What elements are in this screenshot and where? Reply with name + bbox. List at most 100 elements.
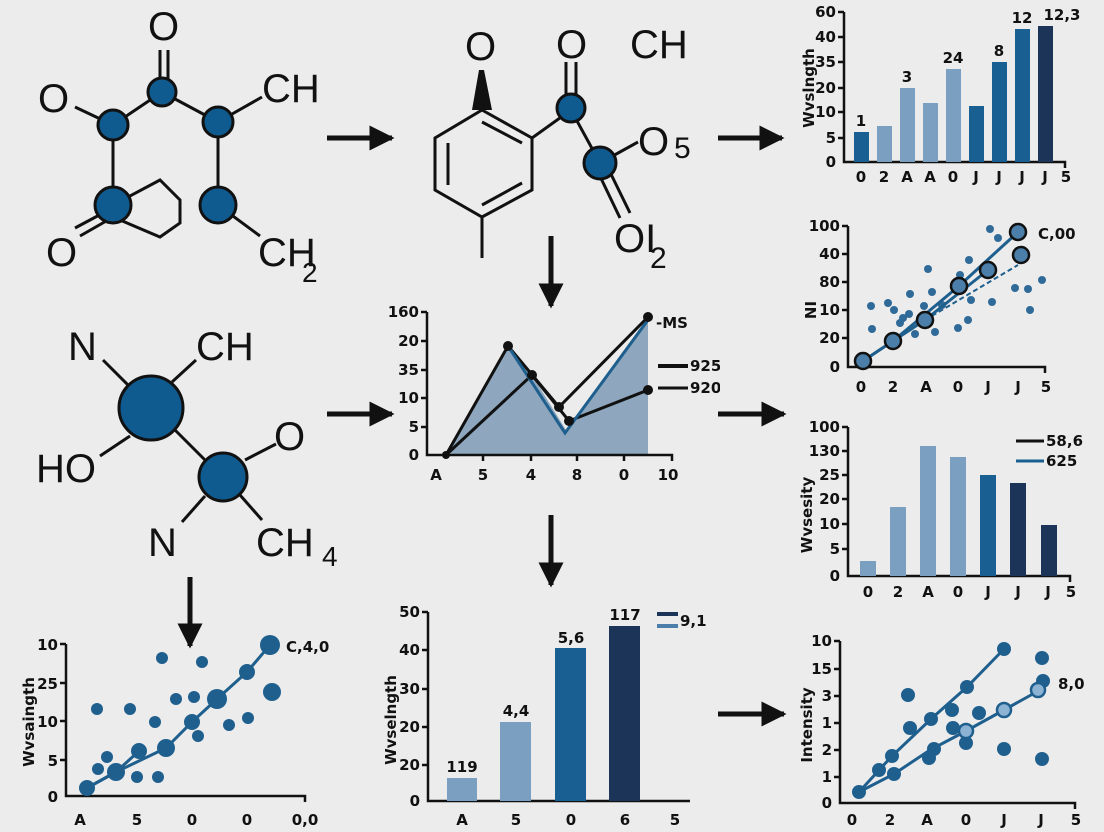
y-tick: 10 bbox=[819, 301, 840, 319]
legend-entry: 58,6 bbox=[1046, 432, 1083, 450]
x-tick: J bbox=[1044, 583, 1051, 601]
y-tick: 0 bbox=[410, 792, 420, 810]
x-tick: 4 bbox=[526, 466, 536, 484]
y-tick: 60 bbox=[815, 3, 836, 21]
x-tick: A bbox=[922, 583, 934, 601]
x-tick: A bbox=[921, 811, 933, 829]
x-tick: 2 bbox=[893, 583, 903, 601]
atom-label: CH bbox=[262, 67, 320, 111]
x-tick: 0 bbox=[242, 811, 252, 829]
x-tick: A bbox=[456, 811, 468, 829]
x-tick: 0 bbox=[961, 811, 971, 829]
y-tick: 10 bbox=[37, 713, 58, 731]
y-tick: 20 bbox=[398, 332, 419, 350]
atom-label: O bbox=[274, 415, 305, 459]
atom-subscript: 2 bbox=[302, 257, 318, 288]
chart-right-scatter: 100 40 80 10 20 0 0 2 A 0 J J 5 C,00 NI bbox=[802, 217, 1076, 396]
data-label: 24 bbox=[943, 49, 964, 67]
arrow-icon bbox=[177, 125, 787, 727]
x-tick: 5 bbox=[1041, 378, 1051, 396]
molecule-2: O O CH O 5 OI 2 bbox=[433, 23, 691, 275]
y-tick: 100 bbox=[809, 418, 840, 436]
atom-subscript: 4 bbox=[322, 541, 338, 572]
y-tick: 20 bbox=[399, 756, 420, 774]
atom-label: O bbox=[46, 231, 77, 275]
y-tick: 35 bbox=[398, 361, 419, 379]
y-axis-label: Intensity bbox=[798, 687, 816, 763]
atom-label: CH bbox=[196, 325, 254, 369]
y-tick: 5 bbox=[48, 752, 58, 770]
x-tick: 8 bbox=[572, 466, 582, 484]
y-tick: 50 bbox=[399, 603, 420, 621]
y-tick: 100 bbox=[809, 217, 840, 235]
x-tick: J bbox=[972, 168, 979, 186]
chart-bottom-left-scatter: C,4,0 10 25 10 5 0 A 5 0 0 0,0 Wvsaingth bbox=[20, 635, 329, 829]
y-tick: 10 bbox=[811, 632, 832, 650]
x-tick: 5 bbox=[1061, 168, 1071, 186]
x-tick: 5 bbox=[132, 811, 142, 829]
data-label: 12,3 bbox=[1043, 6, 1080, 24]
x-tick: 2 bbox=[879, 168, 889, 186]
atom-label: O bbox=[465, 25, 496, 69]
atom-label: O bbox=[148, 5, 179, 49]
y-tick: 0 bbox=[48, 788, 58, 806]
y-tick: 5 bbox=[409, 418, 419, 436]
data-label: 4,4 bbox=[503, 702, 530, 720]
y-tick: 0 bbox=[409, 446, 419, 464]
x-tick: J bbox=[1041, 168, 1048, 186]
atom-label: CH bbox=[258, 231, 316, 275]
atom-subscript: 5 bbox=[674, 132, 691, 165]
y-tick: 0 bbox=[830, 358, 840, 376]
chart-top-right-bar: 60 40 35 20 10 5 0 0 2 A A 0 J J J J 5 1… bbox=[800, 3, 1081, 186]
x-tick: A bbox=[901, 168, 913, 186]
data-label: 12 bbox=[1012, 9, 1033, 27]
x-tick: 2 bbox=[888, 378, 898, 396]
annotation: 8,0 bbox=[1058, 675, 1085, 693]
x-tick: J bbox=[1037, 811, 1044, 829]
legend-entry: 625 bbox=[1046, 452, 1077, 470]
y-tick: 40 bbox=[819, 245, 840, 263]
y-tick: 20 bbox=[819, 490, 840, 508]
y-axis-label: NI bbox=[802, 301, 820, 319]
chart-right-middle-bar: 58,6 625 100 130 25 20 10 5 0 0 2 A 0 J … bbox=[798, 418, 1083, 601]
x-tick: J bbox=[984, 583, 991, 601]
x-tick: 5 bbox=[511, 811, 521, 829]
x-tick: J bbox=[1014, 378, 1021, 396]
x-tick: J bbox=[984, 378, 991, 396]
x-tick: 0 bbox=[863, 583, 873, 601]
x-tick: J bbox=[995, 168, 1002, 186]
y-tick: 1 bbox=[822, 714, 832, 732]
y-tick: 5 bbox=[826, 129, 836, 147]
y-tick: 130 bbox=[809, 442, 840, 460]
y-tick: 160 bbox=[388, 303, 419, 321]
x-tick: A bbox=[920, 378, 932, 396]
x-tick: 0 bbox=[953, 583, 963, 601]
y-tick: 25 bbox=[37, 675, 58, 693]
atom-label: OI bbox=[614, 217, 656, 261]
x-tick: 10 bbox=[658, 466, 679, 484]
x-tick: A bbox=[430, 466, 442, 484]
x-tick: 5 bbox=[478, 466, 488, 484]
y-tick: 20 bbox=[815, 79, 836, 97]
y-tick: 0 bbox=[826, 153, 836, 171]
molecule-1: O O CH O CH 2 bbox=[38, 5, 320, 288]
data-label: 8 bbox=[994, 42, 1004, 60]
y-tick: 40 bbox=[815, 28, 836, 46]
annotation: C,00 bbox=[1038, 225, 1076, 243]
y-tick: 10 bbox=[398, 389, 419, 407]
atom-label: N bbox=[148, 521, 177, 565]
data-label: 117 bbox=[609, 606, 640, 624]
atom-label: CH bbox=[256, 521, 314, 565]
y-tick: 25 bbox=[819, 466, 840, 484]
molecule-3: N CH HO O N CH 4 bbox=[36, 325, 338, 572]
atom-label: O bbox=[556, 23, 587, 67]
x-tick: 5 bbox=[1071, 811, 1081, 829]
chart-bottom-center-bar: 9,1 119 4,4 5,6 117 50 40 30 20 20 0 A 5… bbox=[382, 603, 707, 829]
atom-label: O bbox=[638, 120, 669, 164]
x-tick: A bbox=[74, 811, 86, 829]
y-tick: 20 bbox=[399, 718, 420, 736]
legend-entry: 920 bbox=[690, 379, 720, 397]
chart-center-area: -MS 925 920 160 20 35 10 5 0 A 5 4 8 0 1… bbox=[388, 303, 720, 484]
y-tick: 1 bbox=[822, 768, 832, 786]
x-tick: 0 bbox=[566, 811, 576, 829]
